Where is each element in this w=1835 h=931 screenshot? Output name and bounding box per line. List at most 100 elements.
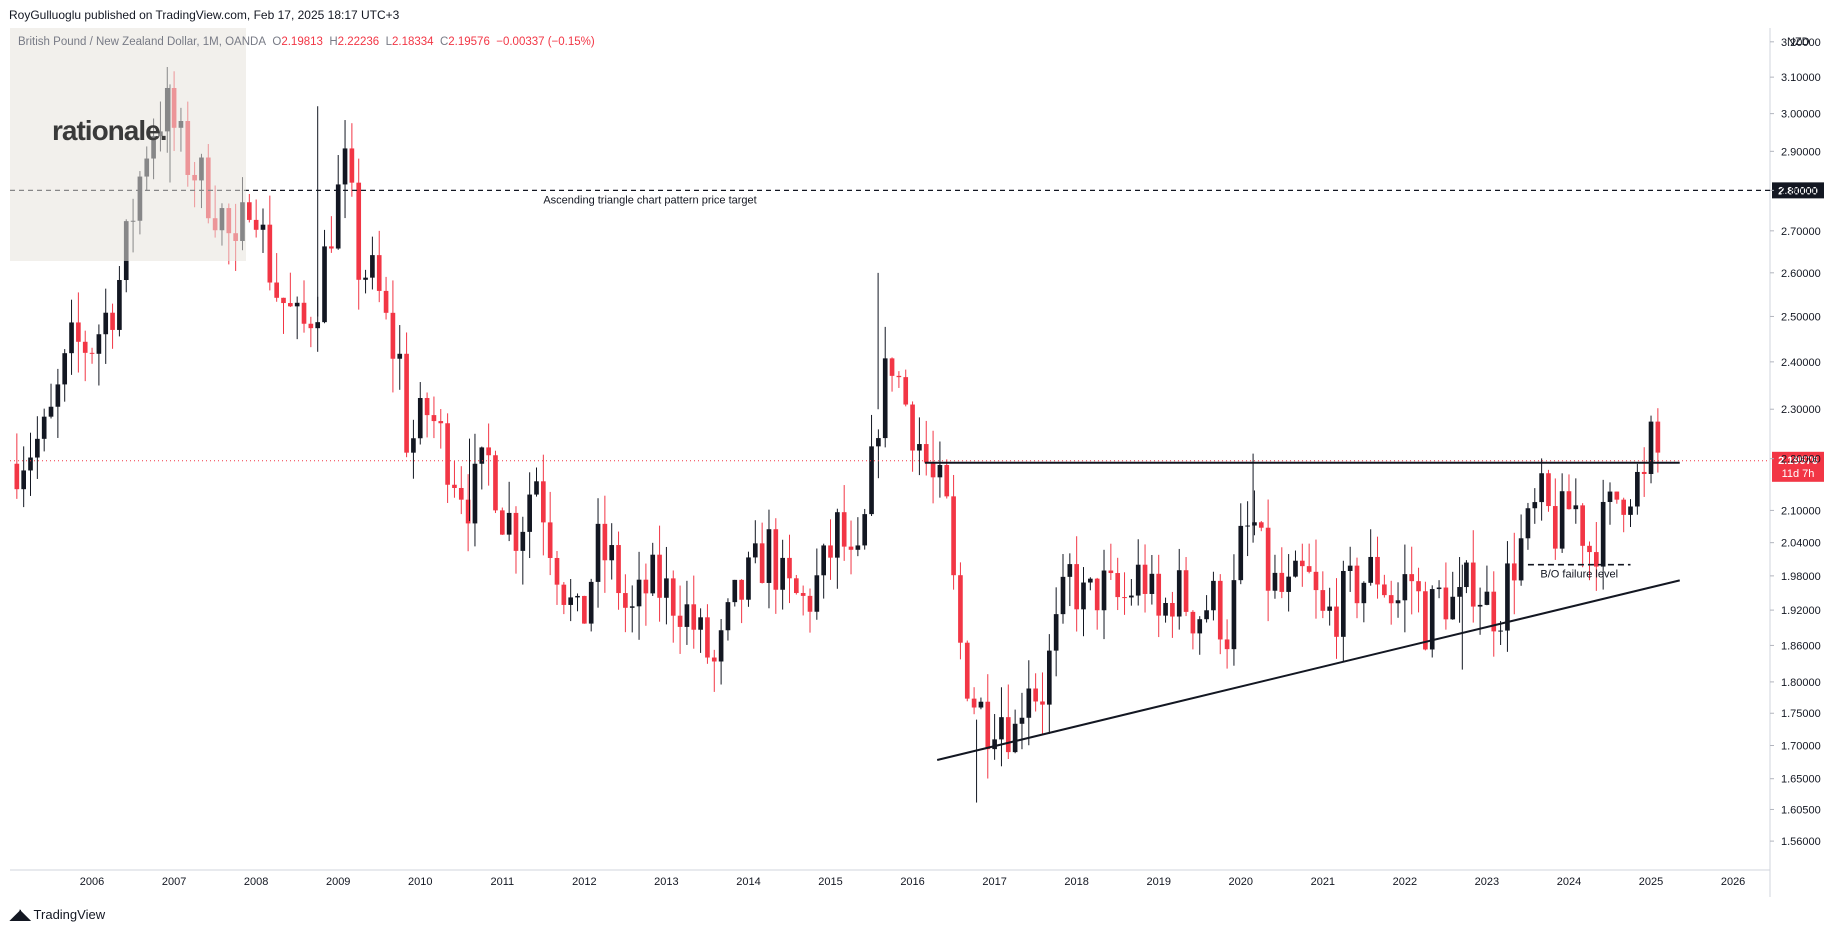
candle-body (48, 406, 54, 417)
candle-body (739, 579, 744, 600)
candle-body (923, 444, 929, 463)
candle-body (458, 487, 464, 500)
candle-body (342, 148, 348, 185)
candle-body (862, 514, 868, 546)
target-annotation: Ascending triangle chart pattern price t… (543, 194, 756, 206)
price-tick-label: 2.50000 (1781, 311, 1821, 323)
candle-body (623, 593, 628, 608)
candle-body (1402, 574, 1408, 601)
candle-body (629, 606, 635, 608)
price-tick-label: 3.00000 (1781, 109, 1821, 121)
candle-body (431, 415, 437, 422)
low-value: 2.18334 (392, 36, 434, 48)
candle-body (28, 457, 33, 471)
countdown-label: 11d 7h (1782, 468, 1815, 480)
candle-body (1423, 591, 1428, 650)
candle-body (452, 484, 457, 488)
candle-body (1573, 505, 1579, 510)
candle-body (807, 595, 813, 612)
low-label: L (385, 36, 392, 48)
candle-body (363, 277, 368, 280)
candle-body (1067, 564, 1073, 577)
candle-body (1293, 560, 1298, 577)
time-tick-label: 2010 (408, 876, 432, 888)
candle-body (541, 481, 546, 523)
candle-body (711, 657, 717, 662)
candle-body (1204, 610, 1209, 620)
time-tick-label: 2024 (1557, 876, 1581, 888)
candle-body (664, 578, 669, 598)
candle-body (670, 578, 676, 616)
candle-body (766, 529, 772, 583)
open-value: 2.19813 (281, 36, 323, 48)
candle-body (301, 302, 307, 324)
candle-body (527, 494, 532, 532)
candle-body (499, 510, 505, 535)
symbol-legend[interactable]: British Pound / New Zealand Dollar, 1M, … (18, 36, 595, 48)
candle-body (889, 358, 895, 376)
candle-body (69, 322, 74, 354)
candle-body (609, 545, 615, 561)
candle-body (1313, 571, 1319, 591)
time-tick-label: 2013 (654, 876, 678, 888)
candle-body (1600, 501, 1606, 567)
candle-body (1580, 505, 1585, 546)
candles (14, 66, 1661, 803)
time-tick-label: 2016 (900, 876, 924, 888)
candle-body (554, 557, 560, 585)
candle-body (21, 470, 26, 490)
symbol-name: British Pound / New Zealand Dollar, 1M, … (18, 36, 266, 48)
candle-body (1361, 582, 1367, 604)
candle-body (930, 462, 936, 478)
candle-body (117, 280, 122, 330)
candle-body (1457, 587, 1462, 597)
candle-body (246, 202, 252, 220)
candle-body (1525, 508, 1531, 539)
candle-body (1231, 580, 1237, 650)
time-tick-label: 2017 (982, 876, 1006, 888)
tradingview-footer[interactable]: ◢◣ TradingView (10, 906, 105, 923)
candle-body (773, 529, 779, 590)
candle-body (1641, 471, 1647, 474)
candle-body (746, 557, 751, 600)
candle-body (1491, 591, 1497, 632)
candle-body (1306, 566, 1312, 572)
candle-body (479, 447, 485, 464)
candle-body (1081, 582, 1086, 610)
candle-body (944, 465, 950, 497)
candle-body (582, 595, 587, 624)
candle-body (1190, 611, 1196, 634)
candle-body (1635, 471, 1640, 507)
price-tick-label: 1.70000 (1781, 740, 1821, 752)
candle-body (1156, 573, 1162, 616)
price-tick-label: 1.56000 (1781, 836, 1821, 848)
candle-body (1129, 595, 1134, 598)
candle-body (1176, 570, 1182, 617)
candle-body (1484, 591, 1490, 605)
candle-body (1115, 573, 1121, 598)
watermark-logo: rationale. (52, 115, 167, 146)
close-label: C (439, 36, 449, 48)
candle-body (1587, 545, 1592, 553)
open-label: O (272, 36, 282, 48)
candle-body (1252, 522, 1257, 526)
candle-body (1511, 563, 1517, 581)
candle-body (1614, 491, 1620, 500)
time-tick-label: 2006 (80, 876, 104, 888)
time-tick-label: 2023 (1475, 876, 1499, 888)
candle-body (896, 375, 902, 378)
candle-body (1170, 603, 1175, 617)
candle-body (759, 543, 765, 583)
time-axis[interactable]: 2006 2007 2008 2009 2010 2011 2012 2013 2014 2015… (80, 876, 1746, 888)
candle-body (848, 546, 854, 550)
close-value: 2.19576 (448, 36, 490, 48)
tradingview-logo-icon: ◢◣ (10, 906, 31, 922)
candle-body (1648, 421, 1654, 474)
candle-body (1012, 723, 1018, 753)
candle-body (643, 579, 649, 594)
candle-body (1607, 491, 1613, 502)
candle-body (1046, 650, 1052, 705)
candle-body (1224, 639, 1230, 650)
